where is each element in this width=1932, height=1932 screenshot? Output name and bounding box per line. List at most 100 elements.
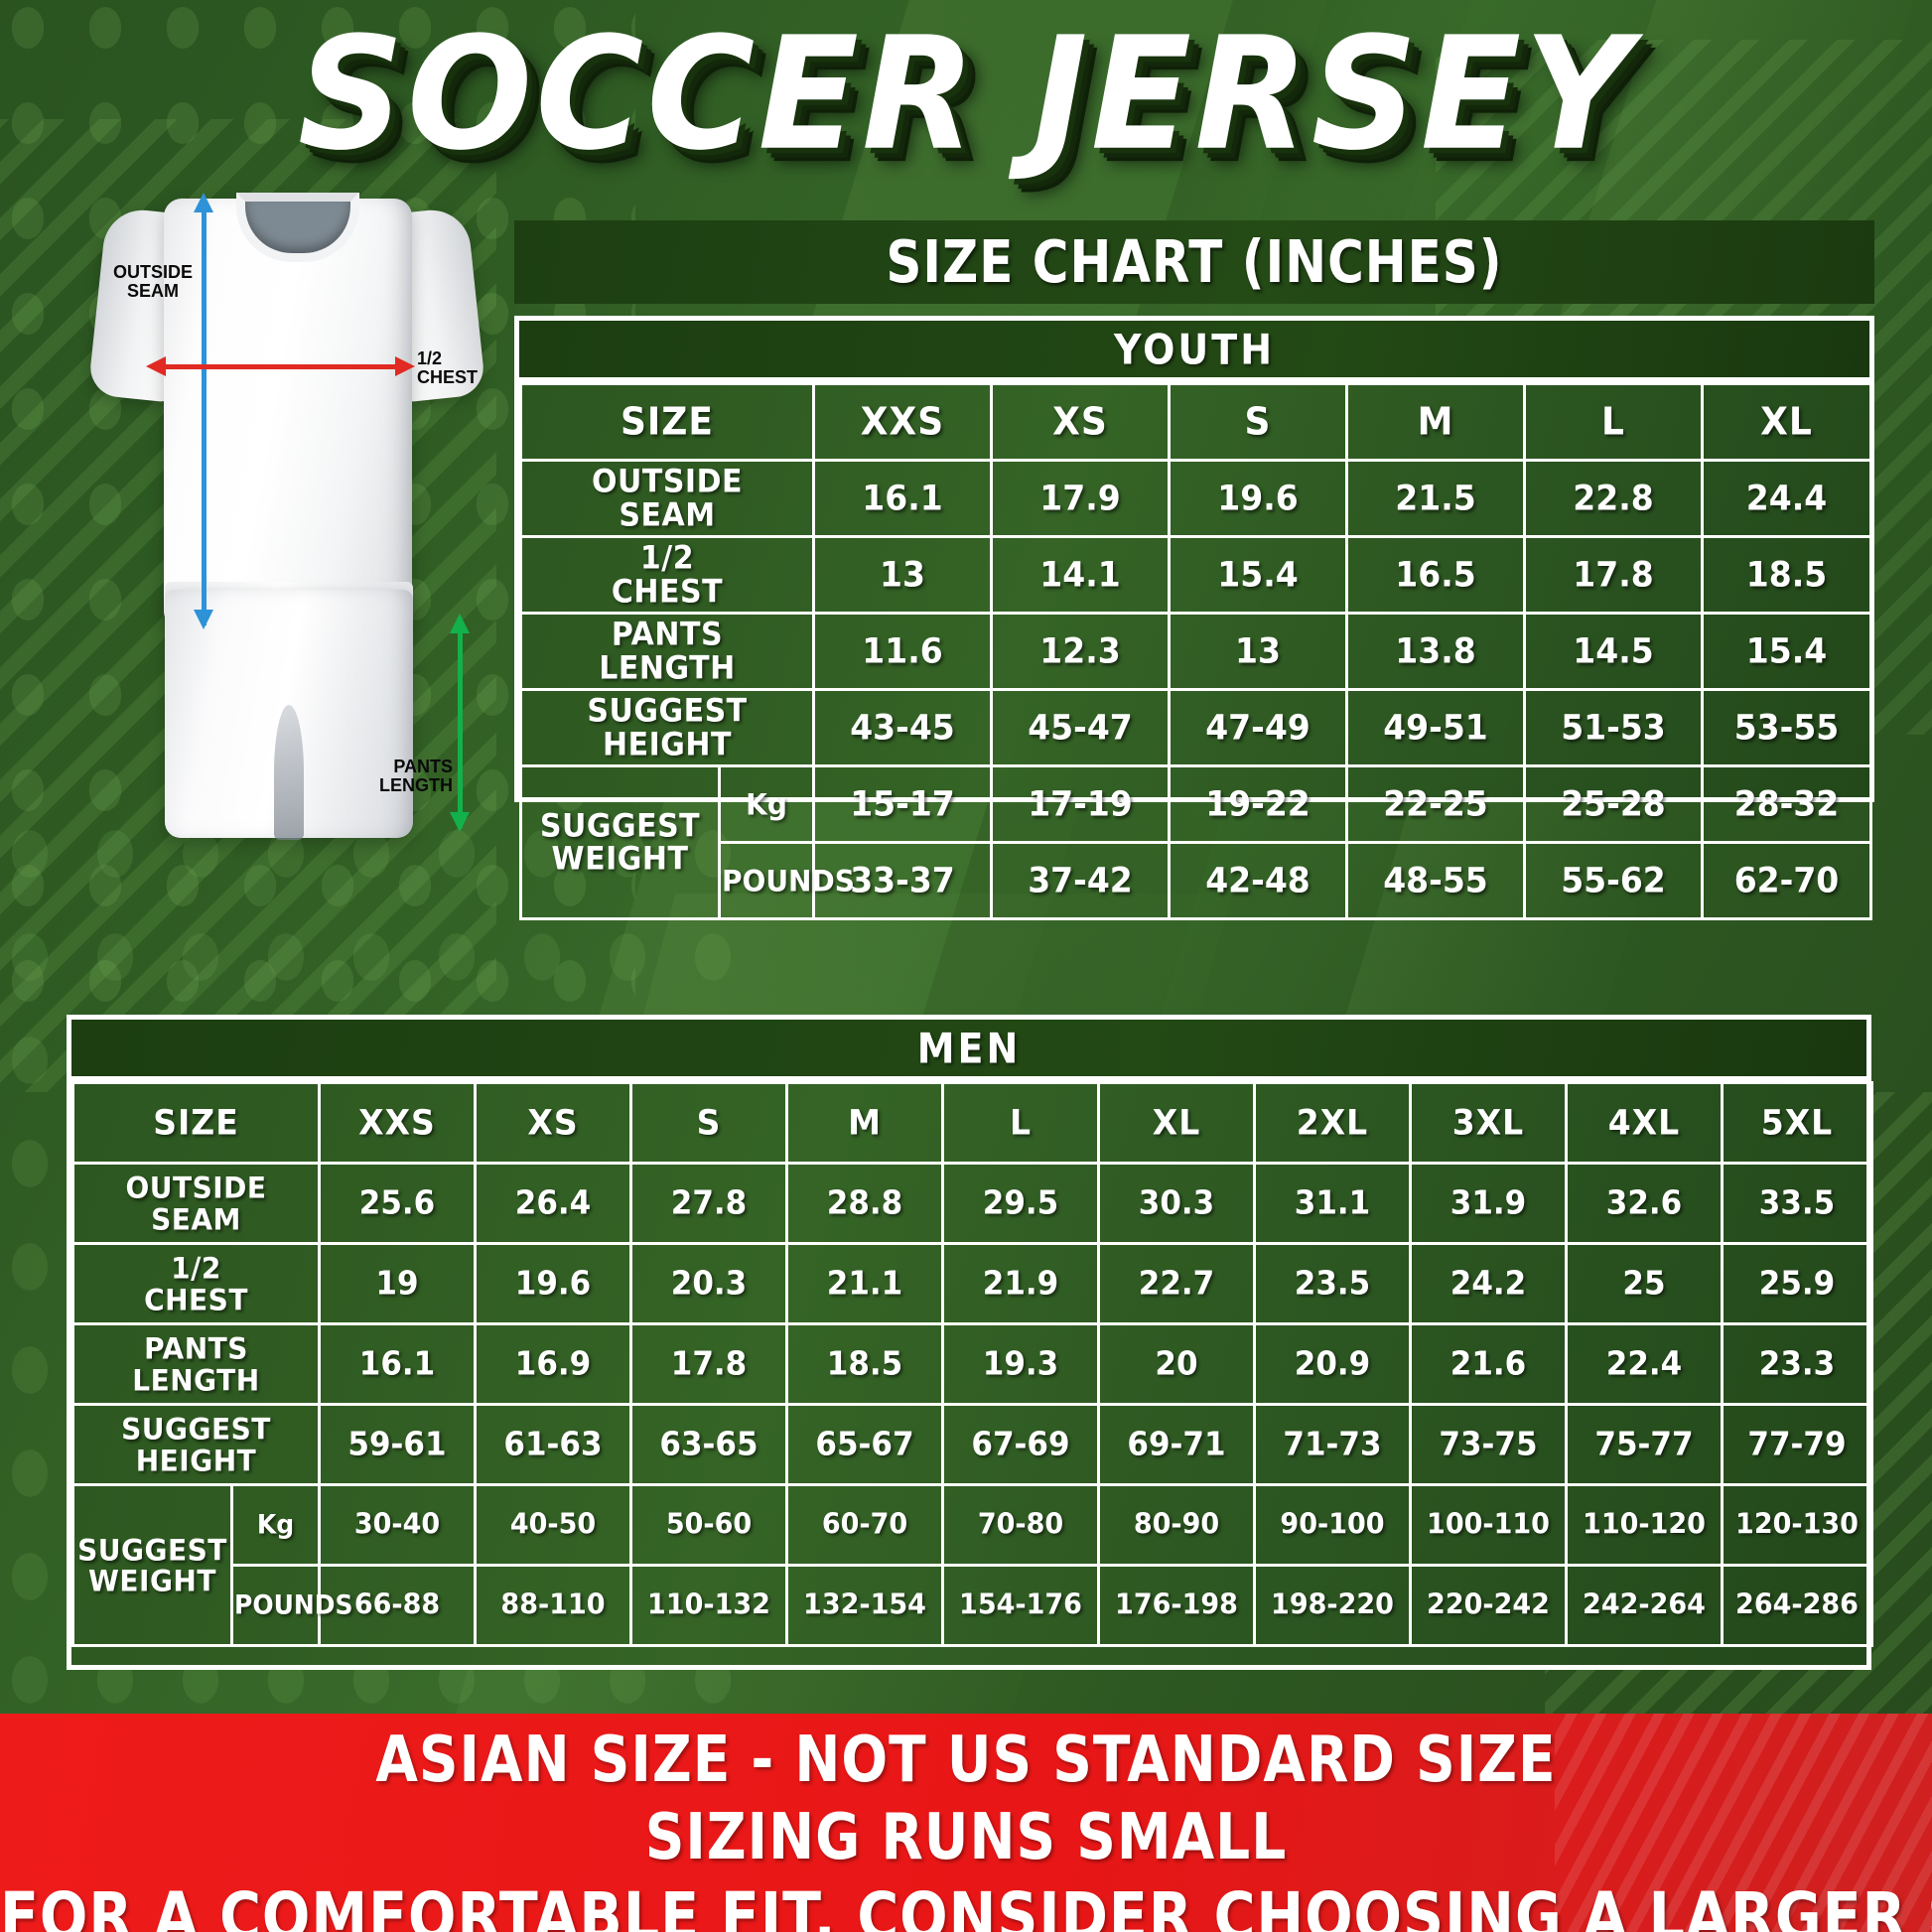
- shorts-center-seam: [274, 705, 304, 840]
- men-col-xs: XS: [474, 1078, 632, 1168]
- table-cell: 100-110: [1409, 1480, 1568, 1570]
- table-row: 1/2 CHEST 13 14.1 15.4 16.5 17.8 18.5: [519, 532, 1872, 618]
- youth-col-xl: XL: [1701, 379, 1872, 465]
- table-cell: 22.4: [1565, 1319, 1724, 1409]
- table-cell: 63-65: [629, 1400, 788, 1489]
- table-row: SUGGEST WEIGHT Kg 15-17 17-19 19-22 22-2…: [519, 759, 1872, 925]
- half-chest-arrow-head-left: [146, 356, 166, 376]
- table-cell: 31.1: [1253, 1159, 1412, 1248]
- table-cell: 110-132: [629, 1561, 788, 1650]
- table-cell: 176-198: [1097, 1561, 1256, 1650]
- table-row: 1/2 CHEST 19 19.6 20.3 21.1 21.9 22.7 23…: [71, 1239, 1873, 1328]
- table-cell: 73-75: [1409, 1400, 1568, 1489]
- table-cell: 25.9: [1721, 1239, 1873, 1328]
- half-chest-arrow-line: [162, 364, 395, 369]
- table-row: POUNDS 66-88 88-110 110-132 132-154 154-…: [73, 1561, 1873, 1650]
- table-cell: 90-100: [1253, 1480, 1412, 1570]
- table-cell: 16.1: [812, 456, 993, 541]
- table-row: SUGGEST HEIGHT 59-61 61-63 63-65 65-67 6…: [71, 1400, 1873, 1489]
- table-cell: 42-48: [1168, 838, 1348, 923]
- jersey-illustration: OUTSIDE SEAM 1/2 CHEST PANTS LENGTH: [69, 189, 496, 1013]
- pants-length-arrow-head-bottom: [450, 812, 470, 832]
- table-cell: 22-25: [1345, 761, 1526, 847]
- pants-length-label: PANTS LENGTH: [379, 757, 453, 795]
- table-cell: 19.3: [941, 1319, 1100, 1409]
- table-cell: 28-32: [1701, 761, 1872, 847]
- table-cell: 45-47: [990, 685, 1171, 770]
- table-cell: 33-37: [812, 838, 993, 923]
- warning-banner: ASIAN SIZE - NOT US STANDARD SIZE SIZING…: [0, 1714, 1932, 1932]
- table-cell: 15.4: [1701, 609, 1872, 694]
- men-weight-unit-pounds: POUNDS: [230, 1561, 353, 1650]
- pants-length-arrow-head-top: [450, 614, 470, 633]
- half-chest-label: 1/2 CHEST: [417, 348, 479, 387]
- table-cell: 154-176: [941, 1561, 1100, 1650]
- table-row: OUTSIDE SEAM 25.6 26.4 27.8 28.8 29.5 30…: [71, 1159, 1873, 1248]
- table-cell: 59-61: [318, 1400, 477, 1489]
- table-cell: 16.9: [474, 1319, 632, 1409]
- table-cell: 88-110: [474, 1561, 632, 1650]
- table-cell: 66-88: [318, 1561, 477, 1650]
- youth-col-l: L: [1523, 379, 1704, 465]
- table-cell: 69-71: [1097, 1400, 1256, 1489]
- banner-stripe-pattern: [1555, 1714, 1932, 1932]
- youth-size-table: YOUTH SIZE XXS XS S M L XL OUTSIDE SEAM …: [514, 316, 1874, 925]
- table-cell: 13.8: [1345, 609, 1526, 694]
- table-cell: 23.5: [1253, 1239, 1412, 1328]
- table-cell: 21.6: [1409, 1319, 1568, 1409]
- men-col-xl: XL: [1097, 1078, 1256, 1168]
- table-cell: 16.5: [1345, 532, 1526, 618]
- table-row: PANTS LENGTH 16.1 16.9 17.8 18.5 19.3 20…: [71, 1319, 1873, 1409]
- table-cell: 25: [1565, 1239, 1724, 1328]
- table-cell: 17-19: [990, 761, 1171, 847]
- table-cell: 17.8: [629, 1319, 788, 1409]
- men-size-header: SIZE: [71, 1078, 321, 1168]
- table-cell: 242-264: [1565, 1561, 1724, 1650]
- table-cell: 49-51: [1345, 685, 1526, 770]
- table-cell: 47-49: [1168, 685, 1348, 770]
- youth-col-s: S: [1168, 379, 1348, 465]
- table-cell: 26.4: [474, 1159, 632, 1248]
- youth-row-label-suggest-height: SUGGEST HEIGHT: [519, 685, 815, 770]
- men-size-table: MEN SIZE XXS XS S M L XL 2XL 3XL 4XL 5XL…: [67, 1015, 1873, 1670]
- table-cell: 19.6: [1168, 456, 1348, 541]
- men-row-label-suggest-weight: SUGGEST WEIGHT: [71, 1478, 233, 1652]
- table-cell: 67-69: [941, 1400, 1100, 1489]
- banner-line-3: FOR A COMFORTABLE FIT, CONSIDER CHOOSING…: [0, 1878, 1932, 1932]
- youth-row-label-half-chest: 1/2 CHEST: [519, 532, 815, 618]
- table-cell: 20.9: [1253, 1319, 1412, 1409]
- outside-seam-arrow-line: [202, 208, 207, 625]
- table-cell: 55-62: [1523, 838, 1704, 923]
- table-row: SIZE XXS XS S M L XL: [519, 379, 1872, 465]
- size-chart-heading-text: SIZE CHART (INCHES): [886, 227, 1503, 297]
- table-cell: 11.6: [812, 609, 993, 694]
- youth-grid: SIZE XXS XS S M L XL OUTSIDE SEAM 16.1 1…: [519, 379, 1872, 925]
- table-cell: 21.1: [785, 1239, 944, 1328]
- table-cell: 24.2: [1409, 1239, 1568, 1328]
- youth-col-xxs: XXS: [812, 379, 993, 465]
- youth-col-m: M: [1345, 379, 1526, 465]
- table-cell: 110-120: [1565, 1480, 1724, 1570]
- table-cell: 264-286: [1721, 1561, 1873, 1650]
- table-cell: 27.8: [629, 1159, 788, 1248]
- men-weight-unit-kg: Kg: [230, 1480, 321, 1570]
- table-cell: 40-50: [474, 1480, 632, 1570]
- table-cell: 21.5: [1345, 456, 1526, 541]
- table-cell: 16.1: [318, 1319, 477, 1409]
- youth-row-label-pants-length: PANTS LENGTH: [519, 609, 815, 694]
- outside-seam-arrow-head-top: [194, 193, 213, 212]
- table-cell: 30-40: [318, 1480, 477, 1570]
- table-cell: 62-70: [1701, 838, 1872, 923]
- table-cell: 19.6: [474, 1239, 632, 1328]
- table-row: PANTS LENGTH 11.6 12.3 13 13.8 14.5 15.4: [519, 609, 1872, 694]
- men-grid: SIZE XXS XS S M L XL 2XL 3XL 4XL 5XL OUT…: [71, 1078, 1873, 1652]
- table-cell: 18.5: [785, 1319, 944, 1409]
- table-cell: 32.6: [1565, 1159, 1724, 1248]
- table-cell: 17.9: [990, 456, 1171, 541]
- men-col-m: M: [785, 1078, 944, 1168]
- table-cell: 19: [318, 1239, 477, 1328]
- men-group-label: MEN: [916, 1024, 1022, 1072]
- table-cell: 25.6: [318, 1159, 477, 1248]
- table-row: SIZE XXS XS S M L XL 2XL 3XL 4XL 5XL: [71, 1078, 1873, 1168]
- table-cell: 77-79: [1721, 1400, 1873, 1489]
